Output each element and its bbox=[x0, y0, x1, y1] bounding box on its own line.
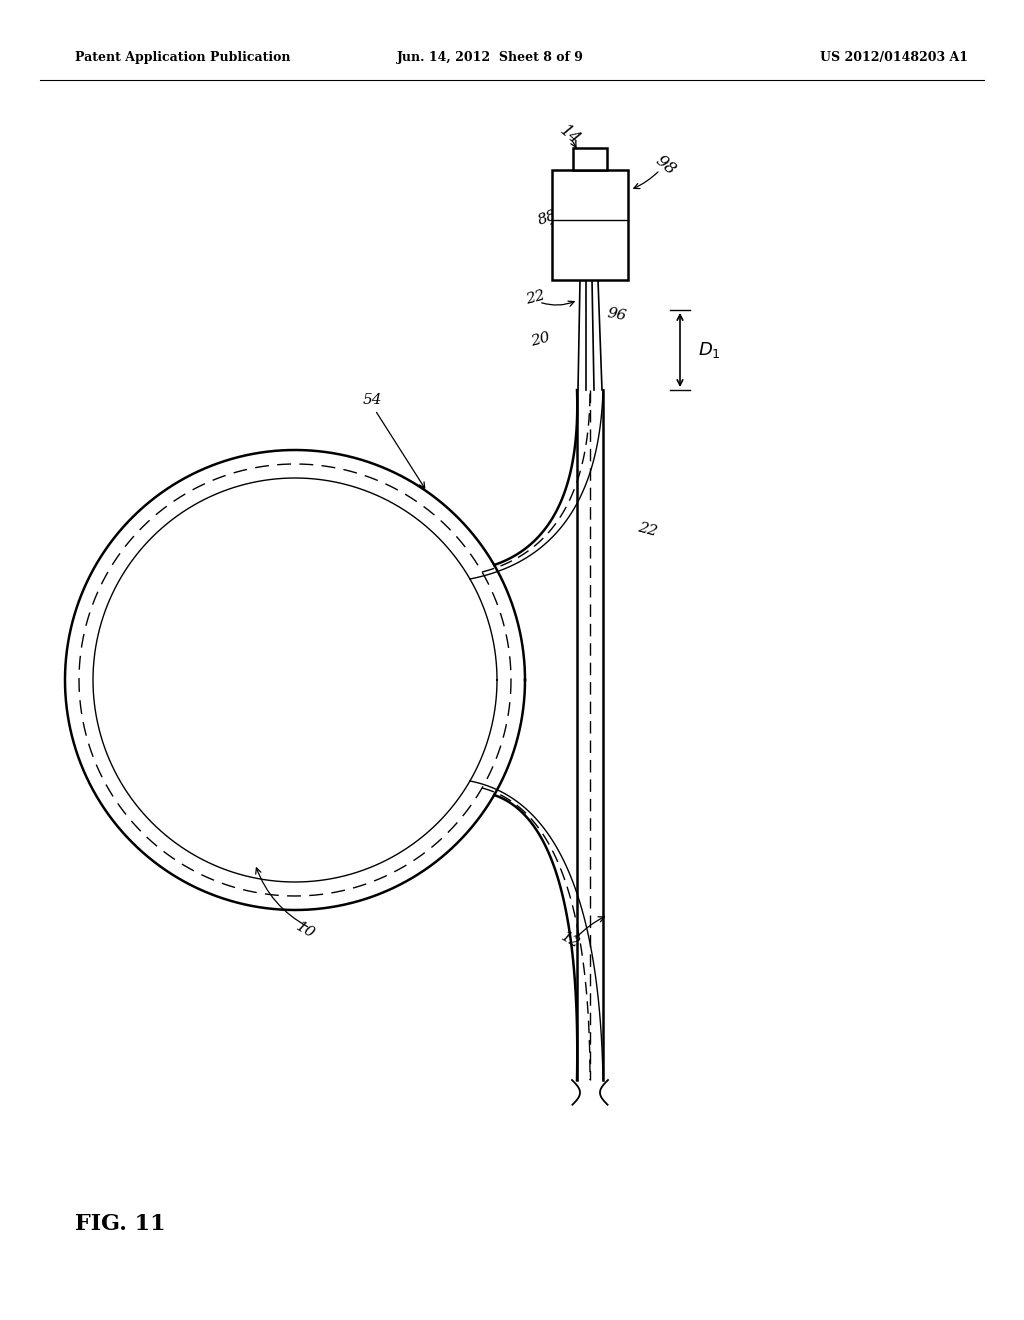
Text: FIG. 11: FIG. 11 bbox=[75, 1213, 166, 1236]
Text: Jun. 14, 2012  Sheet 8 of 9: Jun. 14, 2012 Sheet 8 of 9 bbox=[396, 51, 584, 65]
Text: 54: 54 bbox=[362, 393, 382, 407]
Text: 20: 20 bbox=[528, 331, 551, 350]
Text: Patent Application Publication: Patent Application Publication bbox=[75, 51, 291, 65]
Bar bbox=[573, 148, 607, 170]
Text: 12: 12 bbox=[558, 929, 582, 950]
Text: 22: 22 bbox=[523, 289, 546, 308]
Text: 10: 10 bbox=[293, 919, 317, 941]
Text: 96: 96 bbox=[606, 306, 628, 323]
Text: $D_1$: $D_1$ bbox=[698, 341, 721, 360]
Text: 98: 98 bbox=[651, 152, 679, 178]
Text: 88: 88 bbox=[537, 209, 559, 228]
Text: 14: 14 bbox=[556, 121, 584, 148]
Text: 22: 22 bbox=[637, 520, 659, 540]
Text: US 2012/0148203 A1: US 2012/0148203 A1 bbox=[820, 51, 968, 65]
Bar bbox=[552, 170, 628, 280]
